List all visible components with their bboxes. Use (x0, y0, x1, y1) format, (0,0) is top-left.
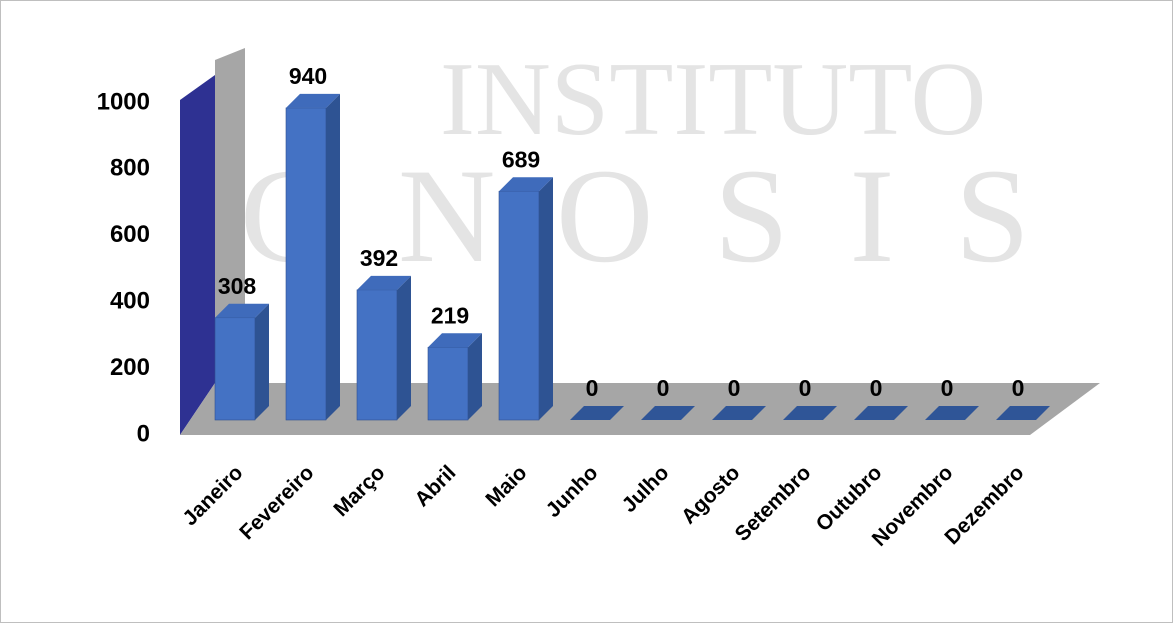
value-label: 0 (799, 375, 812, 401)
value-label: 0 (870, 375, 883, 401)
bar (357, 290, 397, 420)
bar (499, 191, 539, 420)
bar-side (255, 304, 269, 420)
y-tick-label: 200 (110, 354, 150, 381)
side-wall (180, 75, 215, 435)
value-label: 308 (218, 273, 257, 299)
bar-side (326, 94, 340, 420)
value-label: 940 (289, 63, 327, 89)
y-tick-label: 1000 (97, 88, 150, 115)
bar (428, 347, 468, 420)
value-label: 0 (586, 375, 599, 401)
value-label: 689 (502, 146, 540, 172)
bar (215, 318, 255, 420)
bar (286, 108, 326, 420)
y-tick-label: 600 (110, 221, 150, 248)
value-label: 0 (941, 375, 954, 401)
y-tick-label: 400 (110, 288, 150, 315)
watermark: INSTITUTO (440, 40, 986, 157)
chart: INSTITUTO GNOSIS 02004006008001000308Jan… (0, 0, 1173, 623)
value-label: 0 (657, 375, 670, 401)
value-label: 392 (360, 245, 398, 271)
value-label: 219 (431, 302, 469, 328)
y-tick-label: 800 (110, 155, 150, 182)
bar-side (468, 333, 482, 420)
bar-side (539, 177, 553, 420)
y-tick-label: 0 (137, 420, 150, 447)
bar-side (397, 276, 411, 420)
value-label: 0 (1012, 375, 1025, 401)
value-label: 0 (728, 375, 741, 401)
